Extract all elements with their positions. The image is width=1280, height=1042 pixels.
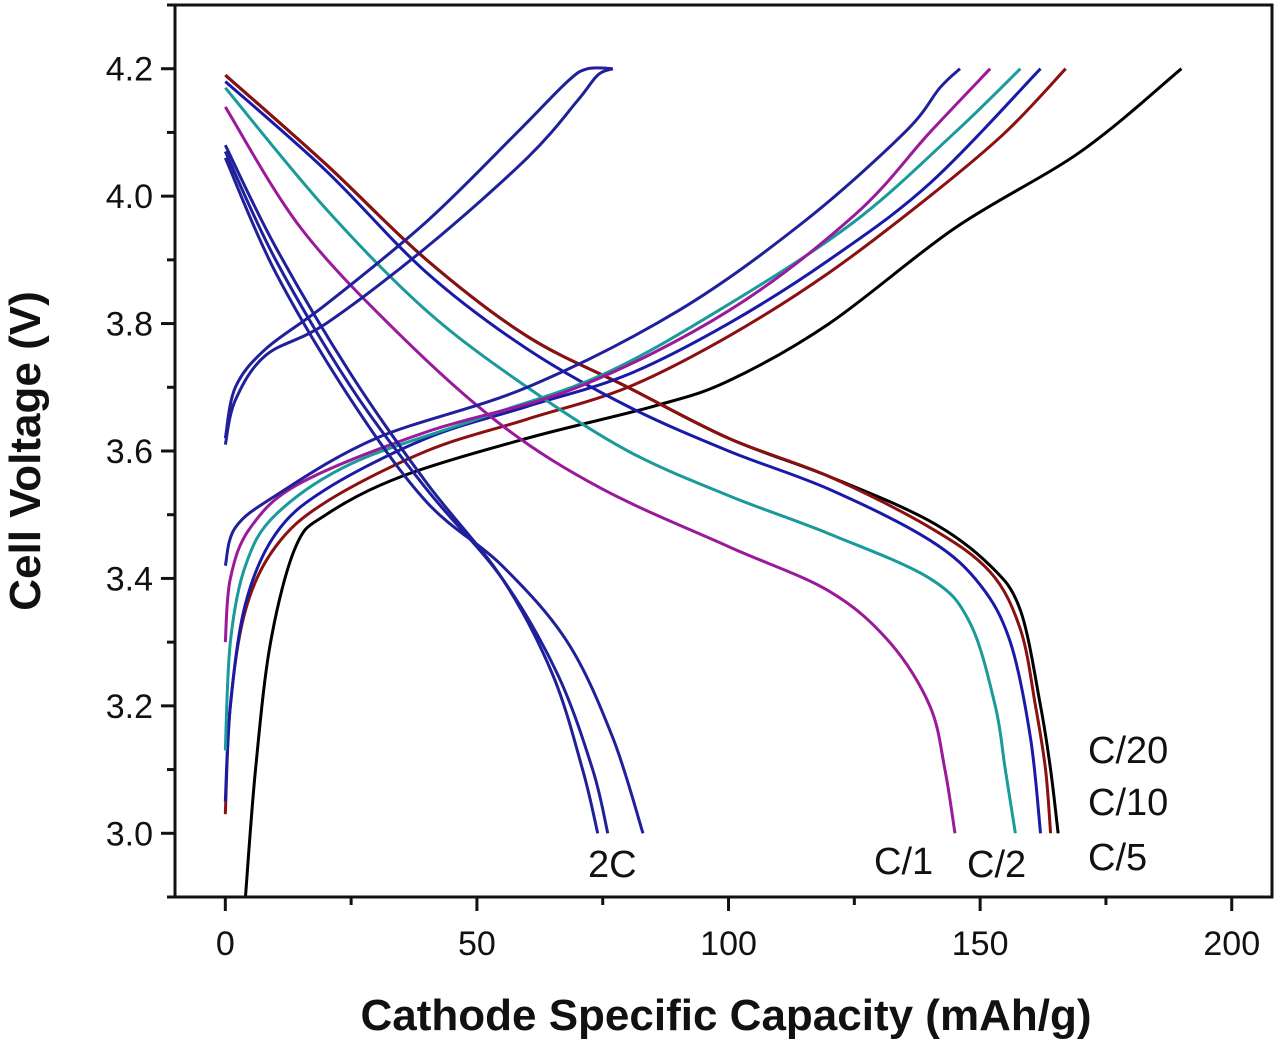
y-tick-label: 3.4 <box>106 560 153 598</box>
series-line-4 <box>223 67 1042 802</box>
series-line-14 <box>223 150 610 834</box>
series-line-12 <box>223 66 613 439</box>
annotation-c5: C/5 <box>1088 837 1147 879</box>
annotation-c10: C/10 <box>1088 782 1168 824</box>
annotation-2c: 2C <box>588 844 637 886</box>
y-tick-label: 4.0 <box>106 178 153 216</box>
x-tick-label: 100 <box>700 925 757 963</box>
y-tick-label: 3.8 <box>106 306 153 344</box>
series-line-8 <box>223 67 992 643</box>
y-tick-label: 4.2 <box>106 51 153 89</box>
curves-group <box>223 66 1183 898</box>
x-tick-label: 150 <box>952 925 1009 963</box>
x-tick-label: 0 <box>216 925 235 963</box>
series-line-6 <box>223 67 1022 751</box>
y-tick-label: 3.6 <box>106 433 153 471</box>
series-line-15 <box>223 157 645 834</box>
y-axis-title: Cell Voltage (V) <box>1 291 50 610</box>
series-line-3 <box>224 73 1053 834</box>
series-line-5 <box>224 80 1043 834</box>
annotation-c1: C/1 <box>874 841 933 883</box>
series-line-0 <box>243 67 1183 898</box>
annotation-c20: C/20 <box>1088 730 1168 772</box>
series-line-9 <box>224 106 957 834</box>
y-tick-label: 3.2 <box>106 688 153 726</box>
y-tick-label: 3.0 <box>106 815 153 853</box>
series-line-11 <box>223 67 614 445</box>
series-line-13 <box>223 144 600 834</box>
series-line-10 <box>223 67 962 567</box>
annotation-c2: C/2 <box>967 844 1026 886</box>
ticks-group: 0 50 100 150 200 3.0 3.2 3.4 3.6 3.8 4.0 4.2 <box>106 3 1260 963</box>
x-tick-label: 50 <box>458 925 496 963</box>
series-line-7 <box>224 86 1017 834</box>
x-axis-title: Cathode Specific Capacity (mAh/g) <box>360 991 1091 1040</box>
x-tick-label: 200 <box>1203 925 1260 963</box>
series-line-2 <box>223 67 1067 815</box>
